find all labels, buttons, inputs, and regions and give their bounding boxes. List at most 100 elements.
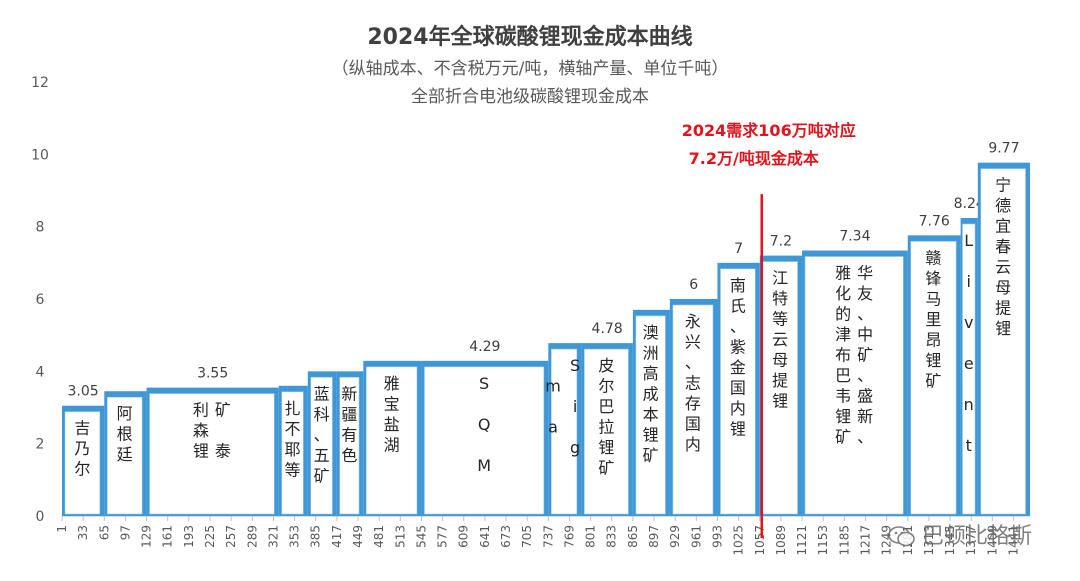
- cost-bar: 扎不耶等: [278, 385, 308, 516]
- x-tick-label: 385: [309, 525, 323, 548]
- x-tick-label: 1313: [922, 525, 936, 556]
- bar-name: L i v e n t: [964, 231, 974, 455]
- bar-name: 雅宝盐湖: [384, 374, 400, 455]
- cost-bar: 赣锋马里昂锂矿 7.76: [907, 213, 961, 516]
- y-tick-label: 2: [36, 437, 45, 453]
- wechat-icon: [888, 526, 916, 548]
- bar-label-box: [980, 168, 1026, 515]
- x-tick-label: 1217: [858, 525, 872, 556]
- cost-bar: 新疆有色: [336, 371, 364, 516]
- bar-value-label: 3.55: [197, 366, 228, 382]
- bar-name: 华友、中矿、盛新、雅化的津布巴韦锂矿: [835, 264, 873, 447]
- bar-label-box: [106, 396, 143, 515]
- cost-bar: 雅宝盐湖: [363, 360, 422, 516]
- bar-value-label: 4.78: [592, 321, 623, 337]
- bar-name: 吉乃尔: [74, 419, 90, 479]
- bar-value-label: 7.2: [770, 234, 792, 250]
- cost-bar: 永兴、志存国内 6: [669, 277, 718, 516]
- x-tick-label: 577: [436, 525, 450, 548]
- bar-name: 永兴、志存国内: [685, 312, 701, 454]
- bar-name: 蓝科、五矿: [314, 384, 330, 485]
- bar-label-box: [149, 393, 275, 515]
- bar-name: 皮尔巴拉锂矿: [598, 356, 614, 478]
- bar-label-box: [366, 366, 418, 515]
- bar-value-label: 9.77: [988, 141, 1019, 157]
- x-tick-label: 865: [626, 525, 640, 548]
- cost-bar: 华友、中矿、盛新、雅化的津布巴韦锂矿 7.34: [802, 229, 908, 516]
- x-tick-label: 1121: [795, 525, 809, 556]
- x-tick-label: 641: [478, 525, 492, 548]
- bar-label-box: [910, 241, 957, 515]
- y-axis: 0 2 4 6 8 10 12: [31, 75, 49, 525]
- bar-value-label: 7: [734, 241, 743, 257]
- x-tick-label: 961: [689, 525, 703, 548]
- bar-value-label: 7.76: [919, 213, 950, 229]
- cost-bar: 江特等云母提锂 7.2: [759, 234, 803, 516]
- x-tick-label: 1345: [943, 525, 957, 556]
- x-tick-label: 993: [710, 525, 724, 548]
- x-tick-label: 833: [605, 525, 619, 548]
- annotation-group: 2024需求106万吨对应 7.2万/吨现金成本: [682, 121, 856, 538]
- x-tick-label: 929: [668, 525, 682, 548]
- cost-bar: 吉乃尔 3.05: [62, 384, 105, 516]
- bar-label-box: [672, 304, 714, 515]
- x-tick-label: 705: [520, 525, 534, 548]
- x-tick-label: 609: [457, 525, 471, 548]
- x-tick-label: 1: [55, 525, 69, 533]
- bar-label-box: [310, 377, 333, 515]
- chart-subtitle-2: 全部折合电池级碳酸锂现金成本: [411, 87, 649, 107]
- bar-name: 澳洲高成本锂矿: [643, 323, 659, 465]
- x-tick-label: 673: [499, 525, 513, 548]
- y-tick-label: 8: [36, 220, 45, 236]
- x-tick-label: 353: [288, 525, 302, 548]
- bar-name: 江特等云母提锂: [772, 269, 788, 411]
- cost-bar: 宁德宜春云母提锂 9.77: [977, 141, 1030, 516]
- y-tick-label: 10: [31, 147, 49, 163]
- cost-bar: 皮尔巴拉锂矿 4.78: [581, 321, 633, 516]
- y-tick-label: 6: [36, 292, 45, 308]
- chart-subtitle-1: （纵轴成本、不含税万元/吨，横轴产量、单位千吨）: [332, 59, 729, 79]
- bar-label-box: [635, 315, 666, 515]
- y-tick-label: 0: [36, 509, 45, 525]
- x-tick-label: 65: [97, 525, 111, 540]
- x-tick-label: 545: [414, 525, 428, 548]
- bar-label-box: [281, 391, 304, 515]
- x-tick-label: 1185: [837, 525, 851, 556]
- bar-value-label: 8.24: [954, 196, 985, 212]
- watermark: 巴顿比格斯: [888, 518, 1032, 550]
- cost-bar: 蓝科、五矿: [307, 371, 337, 516]
- bar-label-box: [804, 256, 904, 515]
- cost-bar: 南氏、紫金国内锂 7: [717, 241, 760, 516]
- bar-label-box: [424, 366, 545, 515]
- bar-name: 矿 泰利森锂: [193, 401, 231, 461]
- bar-label-box: [339, 377, 360, 515]
- cost-bar: S Q M 4.29: [421, 339, 549, 516]
- bar-value-label: 4.29: [469, 339, 500, 355]
- x-tick-label: 1089: [774, 525, 788, 556]
- x-tick-label: 33: [76, 525, 90, 540]
- bar-name: 南氏、紫金国内锂: [730, 276, 746, 439]
- cost-bar: S i g m a: [545, 343, 582, 516]
- x-tick-label: 1153: [816, 525, 830, 556]
- bar-label-box: [962, 223, 976, 515]
- x-tick-label: 1057: [753, 525, 767, 556]
- y-tick-label: 4: [36, 364, 45, 380]
- x-tick-label: 225: [203, 525, 217, 548]
- y-tick-label: 12: [31, 75, 49, 91]
- bar-value-label: 7.34: [839, 229, 870, 245]
- bar-name: S Q M: [477, 374, 491, 475]
- annotation-line-1: 2024需求106万吨对应: [682, 121, 856, 140]
- x-axis: 1 33 65 97 129 161 193 225 257 289 321 353 385 417 449…: [55, 515, 1030, 556]
- watermark-text: 巴顿比格斯: [922, 524, 1033, 549]
- x-tick-label: 97: [118, 525, 132, 540]
- x-tick-label: 257: [224, 525, 238, 548]
- bar-value-label: 6: [689, 277, 698, 293]
- bar-label-box: [64, 411, 101, 515]
- x-tick-label: 1025: [732, 525, 746, 556]
- bar-name: 新疆有色: [341, 384, 357, 465]
- x-tick-label: 481: [372, 525, 386, 548]
- x-tick-label: 801: [584, 525, 598, 548]
- bar-value-label: 3.05: [68, 384, 99, 400]
